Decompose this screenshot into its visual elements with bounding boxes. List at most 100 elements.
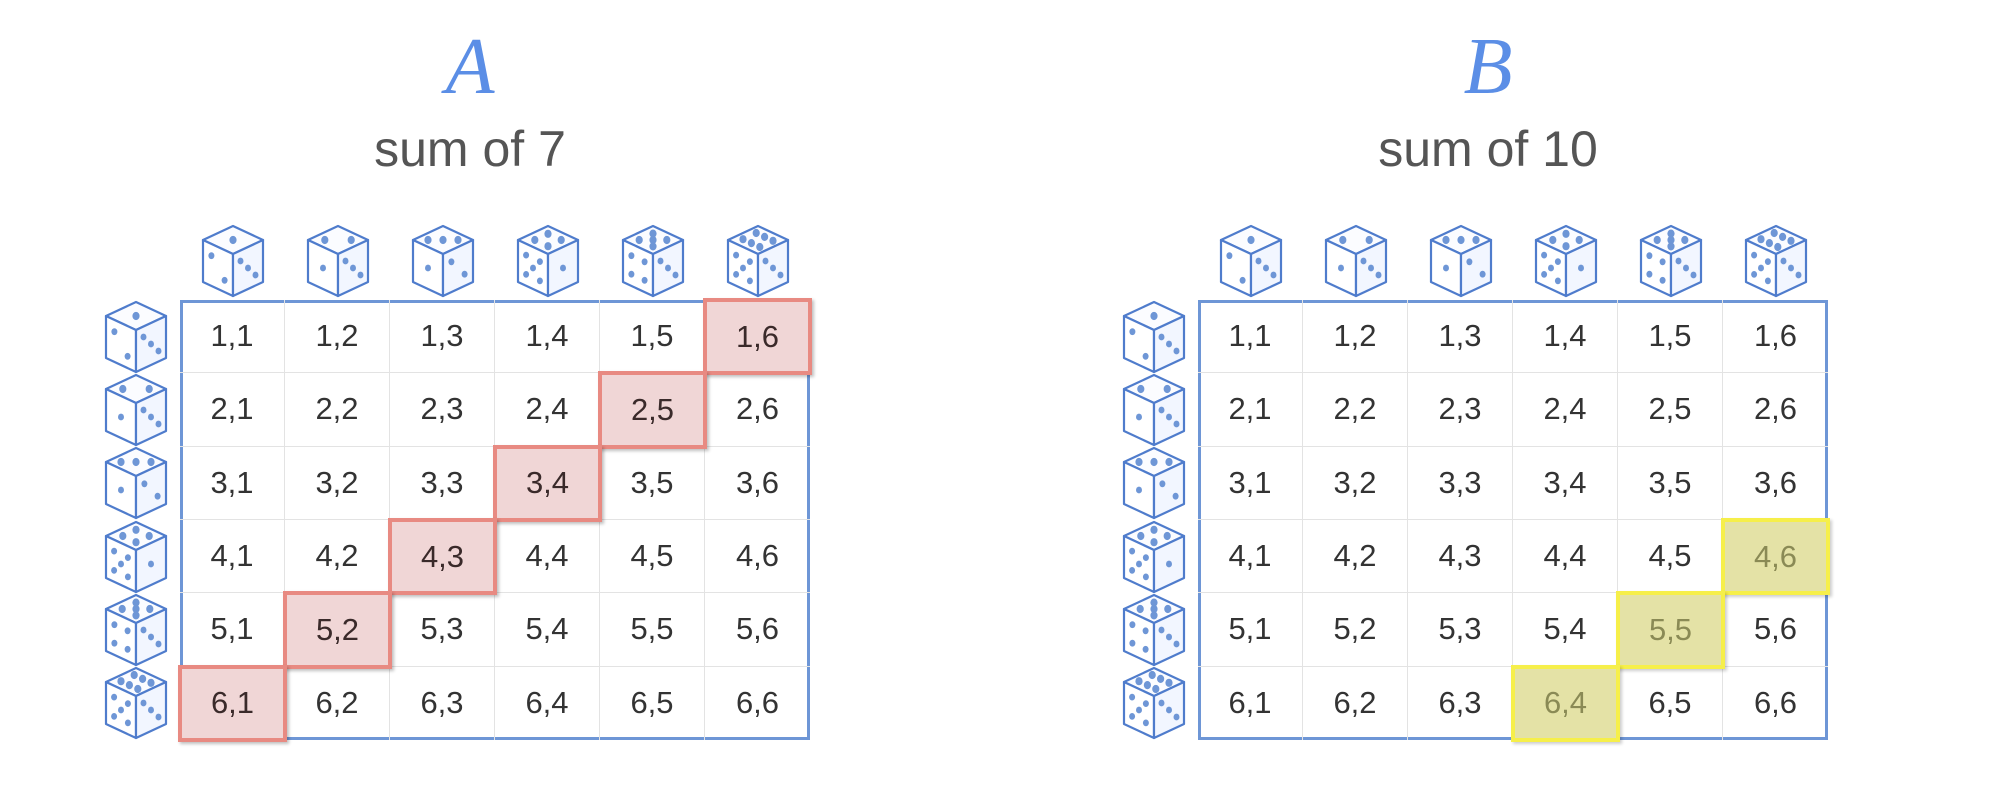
outcome-cell: 6,3 [390,666,495,740]
die-icon [1118,664,1190,742]
outcome-cell: 4,1 [1198,519,1303,594]
die-icon [100,298,172,376]
die-icon [617,222,689,300]
outcome-cell: 2,1 [180,373,285,447]
panel-a: A sum of 7 1,11,21,31,41,51,62,12,22,32,… [90,0,850,794]
outcome-cell: 2,3 [1408,373,1513,447]
outcome-cell: 1,5 [600,300,705,374]
outcome-cell: 5,1 [1198,593,1303,667]
outcome-cell: 1,1 [180,300,285,374]
outcome-cell: 2,2 [1303,373,1408,447]
outcome-cell: 1,4 [495,300,600,374]
panel-b: B sum of 10 1,1 1,2 1,3 1,4 1,5 1,6 2,1 2,2 2,3 2… [1108,0,1868,794]
outcome-cell: 6,2 [285,666,390,740]
outcome-cell: 5,6 [1723,593,1828,667]
outcome-cell: 1,4 [1513,300,1618,374]
outcome-cell: 2,2 [285,373,390,447]
outcome-cell: 3,3 [1408,446,1513,520]
outcome-cell: 3,2 [285,446,390,520]
outcome-cell: 2,5 [1618,373,1723,447]
outcome-cell: 5,3 [390,593,495,667]
outcome-cell: 6,6 [735,685,780,721]
outcome-cell: 4,4 [1513,519,1618,594]
outcome-cell: 3,2 [1303,446,1408,520]
die-icon [197,222,269,300]
highlighted-cell: 2,5 [598,371,707,449]
die-icon [100,591,172,669]
outcome-cell: 4,6 [705,520,810,594]
panel-subtitle: sum of 7 [374,121,566,177]
outcome-cell: 3,5 [600,446,705,520]
die-icon [1118,371,1190,449]
outcome-cell: 1,6 [1723,300,1828,374]
outcome-cell: 2,4 [495,373,600,447]
outcome-cell: 3,1 [1198,446,1303,520]
die-icon [1425,222,1497,300]
outcome-cell: 4,5 [1618,519,1723,594]
die-icon [100,444,172,522]
highlighted-cell: 4,6 [1721,517,1830,596]
highlighted-cell: 5,2 [283,591,392,669]
die-icon [722,222,794,300]
outcome-cell: 2,4 [1513,373,1618,447]
outcome-cell: 1,3 [390,300,495,374]
outcome-cell: 2,6 [1723,373,1828,447]
outcome-cell: 1,2 [1303,300,1408,374]
outcome-cell: 5,4 [1513,593,1618,667]
outcome-cell: 2,1 [1198,373,1303,447]
outcome-cell: 5,1 [180,593,285,667]
outcome-cell: 3,6 [705,447,810,520]
die-icon [100,518,172,596]
outcome-cell: 1,3 [1408,300,1513,374]
highlighted-cell: 6,1 [178,664,287,742]
die-icon [302,222,374,300]
outcome-cell: 4,2 [1303,519,1408,594]
outcome-cell: 5,4 [495,593,600,667]
highlighted-cell: 5,5 [1616,591,1725,669]
highlighted-cell: 6,4 [1511,664,1620,742]
outcome-cell: 3,5 [1618,446,1723,520]
outcome-cell: 4,2 [285,519,390,594]
outcome-cell: 2,6 [705,373,810,447]
highlighted-cell: 1,6 [703,298,812,376]
panel-letter: B [1463,23,1513,111]
outcome-cell: 5,5 [600,593,705,667]
outcome-cell: 4,4 [495,519,600,594]
die-icon [1118,591,1190,669]
highlighted-cell: 4,3 [388,517,497,596]
outcome-cell: 6,1 [1198,666,1303,740]
panel-subtitle: sum of 10 [1378,121,1598,177]
outcome-cell: 1,2 [285,300,390,374]
die-icon [1635,222,1707,300]
outcome-cell: 1,1 [1198,300,1303,374]
outcome-cell: 3,6 [1723,447,1828,520]
outcome-cell: 5,3 [1408,593,1513,667]
outcome-cell: 6,5 [1618,666,1723,740]
die-icon [407,222,479,300]
outcome-cell: 6,3 [1408,666,1513,740]
outcome-cell: 6,4 [495,666,600,740]
outcome-cell: 2,3 [390,373,495,447]
die-icon [1530,222,1602,300]
die-icon [1740,222,1812,300]
outcome-cell: 4,5 [600,519,705,594]
outcome-cell: 1,5 [1618,300,1723,374]
outcome-cell: 6,6 [1753,685,1798,721]
outcome-cell: 6,5 [600,666,705,740]
die-icon [1118,444,1190,522]
outcome-cell: 3,3 [390,446,495,520]
die-icon [1118,298,1190,376]
outcome-cell: 4,3 [1408,519,1513,594]
die-icon [100,664,172,742]
outcome-cell: 3,4 [1513,446,1618,520]
die-icon [1320,222,1392,300]
outcome-cell: 4,1 [180,519,285,594]
outcome-cell: 5,2 [1303,593,1408,667]
die-icon [1118,518,1190,596]
outcome-cell: 3,1 [180,446,285,520]
die-icon [512,222,584,300]
panel-letter: A [445,23,495,111]
die-icon [1215,222,1287,300]
die-icon [100,371,172,449]
highlighted-cell: 3,4 [493,444,602,522]
